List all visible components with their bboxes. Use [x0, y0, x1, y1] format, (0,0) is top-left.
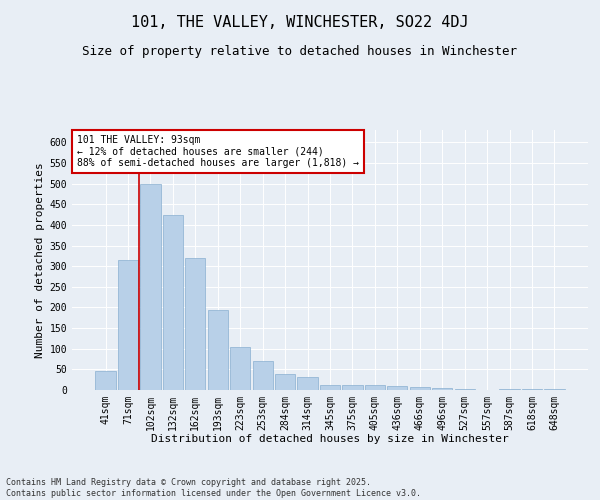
Bar	[522, 389, 542, 390]
Bar	[95, 370, 116, 390]
Bar	[544, 389, 565, 390]
Bar	[320, 384, 340, 390]
Bar	[432, 388, 452, 390]
Bar	[275, 374, 295, 390]
Text: Contains HM Land Registry data © Crown copyright and database right 2025.
Contai: Contains HM Land Registry data © Crown c…	[6, 478, 421, 498]
Bar	[230, 346, 250, 390]
Text: 101, THE VALLEY, WINCHESTER, SO22 4DJ: 101, THE VALLEY, WINCHESTER, SO22 4DJ	[131, 15, 469, 30]
Bar	[387, 386, 407, 390]
Bar	[163, 214, 183, 390]
Y-axis label: Number of detached properties: Number of detached properties	[35, 162, 46, 358]
Text: 101 THE VALLEY: 93sqm
← 12% of detached houses are smaller (244)
88% of semi-det: 101 THE VALLEY: 93sqm ← 12% of detached …	[77, 135, 359, 168]
Bar	[140, 184, 161, 390]
Bar	[343, 385, 362, 390]
X-axis label: Distribution of detached houses by size in Winchester: Distribution of detached houses by size …	[151, 434, 509, 444]
Bar	[185, 258, 205, 390]
Bar	[208, 310, 228, 390]
Bar	[253, 361, 273, 390]
Text: Size of property relative to detached houses in Winchester: Size of property relative to detached ho…	[83, 45, 517, 58]
Bar	[118, 260, 138, 390]
Bar	[410, 386, 430, 390]
Bar	[455, 389, 475, 390]
Bar	[365, 384, 385, 390]
Bar	[499, 389, 520, 390]
Bar	[298, 377, 317, 390]
